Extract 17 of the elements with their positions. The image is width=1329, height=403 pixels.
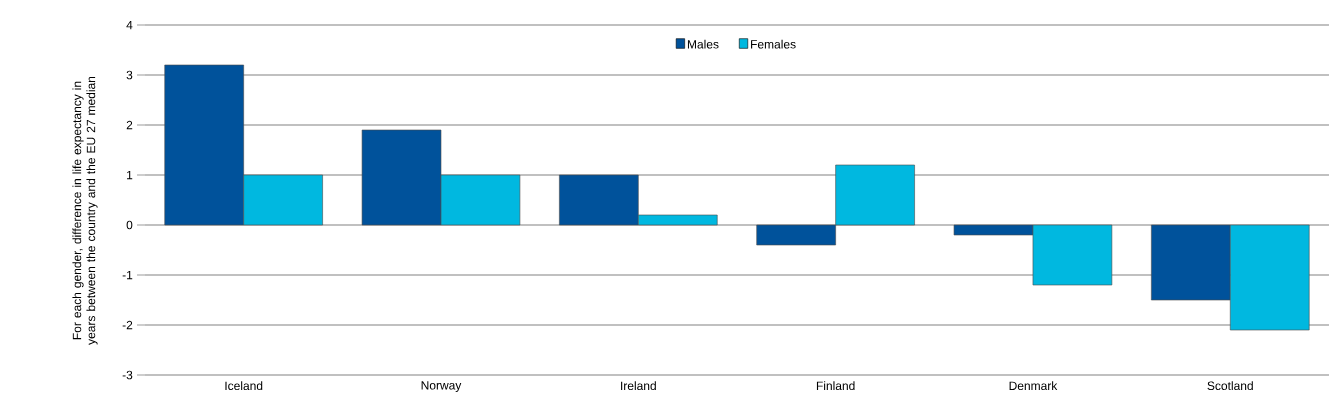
y-tick-label: -2 [122,320,133,330]
y-axis-title: For each gender, difference in life expectancy in years between the country and the EU 27 median [72,76,98,345]
x-tick-label: Ireland [621,381,656,391]
y-tick-label: -1 [122,270,133,280]
x-tick-label: Finland [816,381,855,391]
y-tick-label: 0 [126,220,133,230]
legend-label: Males [687,39,719,49]
x-tick-label: Denmark [1009,381,1058,391]
x-tick-label: Iceland [225,381,263,391]
y-tick-label: 4 [126,20,133,30]
y-tick-label: 1 [127,170,133,180]
y-tick-label: 3 [126,70,133,80]
x-tick-label: Norway [421,381,462,392]
legend-label: Females [751,39,796,49]
x-tick-label: Scotland [1207,381,1253,391]
y-tick-label: 2 [126,120,133,130]
y-tick-label: -3 [122,370,133,380]
